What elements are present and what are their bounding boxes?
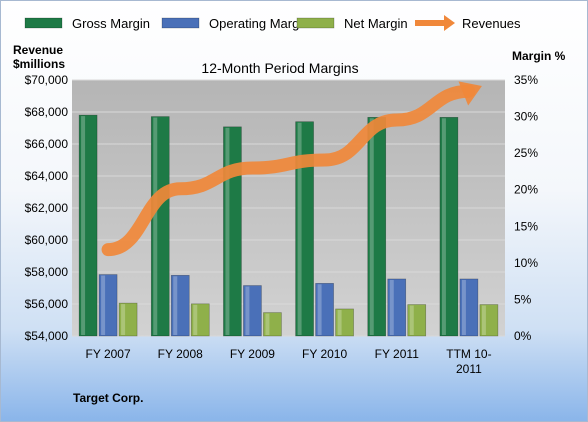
net-margin-bar	[118, 302, 138, 337]
operating-margin-bar-highlight	[461, 279, 466, 335]
gross-margin-bar	[367, 117, 387, 337]
left-axis-ticks: $54,000 $56,000 $58,000 $60,000 $62,000 $64,0…	[25, 73, 69, 343]
chart-title: 12-Month Period Margins	[201, 60, 358, 76]
legend-item-gross-margin: Gross Margin	[24, 16, 150, 31]
right-tick-label: 5%	[514, 292, 532, 306]
legend-label: Net Margin	[344, 16, 408, 31]
operating-margin-bar-highlight	[173, 276, 178, 335]
legend-swatch	[24, 17, 63, 29]
legend-swatch	[161, 17, 200, 29]
category-label: FY 2008	[158, 347, 203, 361]
right-axis-ticks: 0% 5% 10% 15% 20% 25% 30% 35%	[514, 73, 538, 343]
operating-margin-bar-highlight	[389, 279, 394, 335]
left-tick-label: $62,000	[25, 201, 69, 215]
net-margin-bar-highlight	[337, 309, 342, 335]
legend-swatch-arrowhead	[444, 15, 455, 31]
legend-item-operating-margin: Operating Margin	[161, 16, 309, 31]
right-tick-label: 15%	[514, 219, 538, 233]
legend-label: Operating Margin	[209, 16, 309, 31]
operating-margin-bar	[98, 274, 118, 337]
net-margin-bar	[479, 304, 499, 337]
legend-item-revenues: Revenues	[415, 15, 521, 31]
operating-margin-bar-highlight	[101, 275, 106, 335]
operating-margin-bar	[315, 283, 334, 337]
gross-margin-bar-highlight	[153, 117, 158, 335]
gross-margin-bar-highlight	[369, 118, 374, 335]
category-label: FY 2009	[230, 347, 275, 361]
revenues-line	[101, 84, 476, 257]
right-tick-label: 10%	[514, 256, 538, 270]
category-axis-ticks: FY 2007 FY 2008 FY 2009 FY 2010 FY 2011 TTM 1…	[86, 347, 492, 376]
net-margin-bar-highlight	[265, 313, 270, 335]
net-margin-bar	[407, 304, 427, 337]
legend-item-net-margin: Net Margin	[296, 16, 408, 31]
operating-margin-bar	[170, 274, 190, 337]
operating-margin-bar	[387, 278, 407, 337]
net-margin-bar	[190, 303, 210, 337]
category-label: FY 2011	[375, 347, 420, 361]
left-tick-label: $70,000	[25, 73, 69, 87]
left-axis-label-line-2: $millions	[13, 57, 65, 71]
net-margin-bar-highlight	[409, 305, 414, 335]
right-tick-label: 35%	[514, 73, 538, 87]
gross-margin-bar-highlight	[297, 122, 302, 335]
left-tick-label: $54,000	[25, 329, 69, 343]
operating-margin-bar	[243, 285, 262, 337]
left-tick-label: $68,000	[25, 105, 69, 119]
net-margin-bar-highlight	[193, 304, 198, 335]
right-tick-label: 25%	[514, 146, 538, 160]
gross-margin-bar	[439, 117, 459, 337]
operating-margin-bar	[459, 278, 479, 337]
legend: Gross Margin Operating Margin Net Margin Re…	[24, 15, 521, 31]
gross-margin-bar-highlight	[441, 118, 446, 335]
revenue-line	[101, 81, 482, 257]
category-label: FY 2010	[302, 347, 347, 361]
category-label: 2011	[456, 362, 482, 376]
gross-margin-bar	[78, 114, 98, 337]
left-tick-label: $64,000	[25, 169, 69, 183]
legend-label: Revenues	[462, 16, 521, 31]
category-label: TTM 10-	[446, 347, 491, 361]
gross-margin-bar	[295, 121, 314, 337]
gross-margin-bar-highlight	[81, 116, 86, 335]
right-tick-label: 0%	[514, 329, 532, 343]
net-margin-bar-highlight	[481, 305, 486, 335]
net-margin-bar	[263, 312, 282, 337]
operating-margin-bar-highlight	[317, 284, 322, 335]
net-margin-bar-highlight	[121, 304, 126, 335]
gross-margin-bar	[150, 116, 170, 337]
right-tick-label: 20%	[514, 183, 538, 197]
left-tick-label: $60,000	[25, 233, 69, 247]
company-label: Target Corp.	[73, 391, 143, 405]
revenues-arrowhead	[458, 81, 482, 106]
left-axis-label-line-1: Revenue	[13, 43, 63, 57]
left-tick-label: $58,000	[25, 265, 69, 279]
left-tick-label: $66,000	[25, 137, 69, 151]
gross-margin-bar-highlight	[225, 127, 230, 335]
right-axis-label: Margin %	[512, 49, 566, 63]
legend-label: Gross Margin	[72, 16, 150, 31]
operating-margin-bar-highlight	[245, 286, 250, 335]
category-label: FY 2007	[86, 347, 131, 361]
left-tick-label: $56,000	[25, 297, 69, 311]
net-margin-bar	[335, 308, 354, 337]
legend-swatch	[296, 17, 335, 29]
right-tick-label: 30%	[514, 110, 538, 124]
